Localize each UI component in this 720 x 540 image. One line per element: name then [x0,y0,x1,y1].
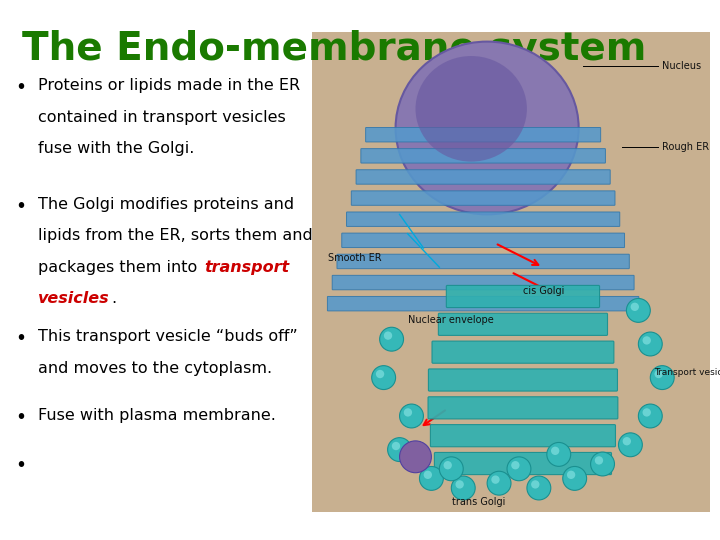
Text: transport: transport [204,260,289,275]
Circle shape [618,433,642,457]
Circle shape [491,475,500,484]
Circle shape [595,456,603,464]
Text: lipids from the ER, sorts them and: lipids from the ER, sorts them and [38,228,312,244]
Circle shape [384,332,392,340]
FancyBboxPatch shape [356,170,611,184]
Circle shape [639,404,662,428]
Text: The Golgi modifies proteins and: The Golgi modifies proteins and [38,197,294,212]
Circle shape [423,471,432,479]
FancyBboxPatch shape [337,254,629,269]
Text: This transport vesicle “buds off”: This transport vesicle “buds off” [38,329,298,345]
Text: •: • [15,456,26,475]
Circle shape [404,408,412,416]
Circle shape [642,336,651,345]
Circle shape [639,332,662,356]
Text: Nucleus: Nucleus [662,60,701,71]
Text: Nuclear envelope: Nuclear envelope [408,315,493,325]
Text: Proteins or lipids made in the ER: Proteins or lipids made in the ER [38,78,300,93]
Circle shape [650,366,674,389]
Circle shape [400,441,431,472]
FancyBboxPatch shape [328,296,639,311]
Circle shape [567,471,575,479]
FancyBboxPatch shape [366,127,600,142]
Circle shape [372,366,395,389]
Circle shape [654,370,663,378]
Circle shape [387,437,412,462]
Circle shape [527,476,551,500]
Circle shape [642,408,651,416]
Text: vesicles: vesicles [38,291,109,306]
Circle shape [546,442,571,467]
Circle shape [376,370,384,378]
Text: Smooth ER: Smooth ER [328,253,382,262]
FancyBboxPatch shape [428,369,618,391]
Text: fuse with the Golgi.: fuse with the Golgi. [38,141,194,156]
Circle shape [487,471,511,495]
FancyBboxPatch shape [332,275,634,290]
Text: and moves to the cytoplasm.: and moves to the cytoplasm. [38,361,272,376]
FancyBboxPatch shape [431,424,616,447]
Text: .: . [111,291,116,306]
Ellipse shape [395,42,579,214]
FancyBboxPatch shape [432,341,614,363]
Circle shape [563,467,587,490]
Text: packages them into: packages them into [38,260,202,275]
Text: contained in transport vesicles: contained in transport vesicles [38,110,286,125]
Text: •: • [15,197,26,216]
FancyBboxPatch shape [312,32,710,512]
FancyBboxPatch shape [428,397,618,419]
Circle shape [456,480,464,489]
FancyBboxPatch shape [351,191,615,205]
FancyBboxPatch shape [342,233,624,247]
Circle shape [590,452,614,476]
Circle shape [379,327,403,351]
Circle shape [631,302,639,311]
Text: •: • [15,78,26,97]
Text: trans Golgi: trans Golgi [452,497,506,508]
Circle shape [551,447,559,455]
Text: •: • [15,329,26,348]
FancyBboxPatch shape [361,148,606,163]
Text: cis Golgi: cis Golgi [523,286,564,296]
Text: Transport vesicle: Transport vesicle [654,368,720,377]
Circle shape [626,299,650,322]
Circle shape [420,467,444,490]
Circle shape [444,461,452,469]
FancyBboxPatch shape [434,453,611,475]
Ellipse shape [415,56,527,161]
Circle shape [507,457,531,481]
FancyBboxPatch shape [446,286,600,308]
Text: The Endo-membrane system: The Endo-membrane system [22,30,647,68]
FancyBboxPatch shape [346,212,620,226]
Text: Fuse with plasma membrane.: Fuse with plasma membrane. [38,408,276,423]
Text: Rough ER: Rough ER [662,142,709,152]
Circle shape [400,404,423,428]
Circle shape [451,476,475,500]
Circle shape [392,442,400,450]
Text: •: • [15,408,26,427]
Circle shape [439,457,463,481]
Circle shape [511,461,520,469]
Circle shape [623,437,631,445]
FancyBboxPatch shape [438,313,608,335]
Circle shape [531,480,539,489]
